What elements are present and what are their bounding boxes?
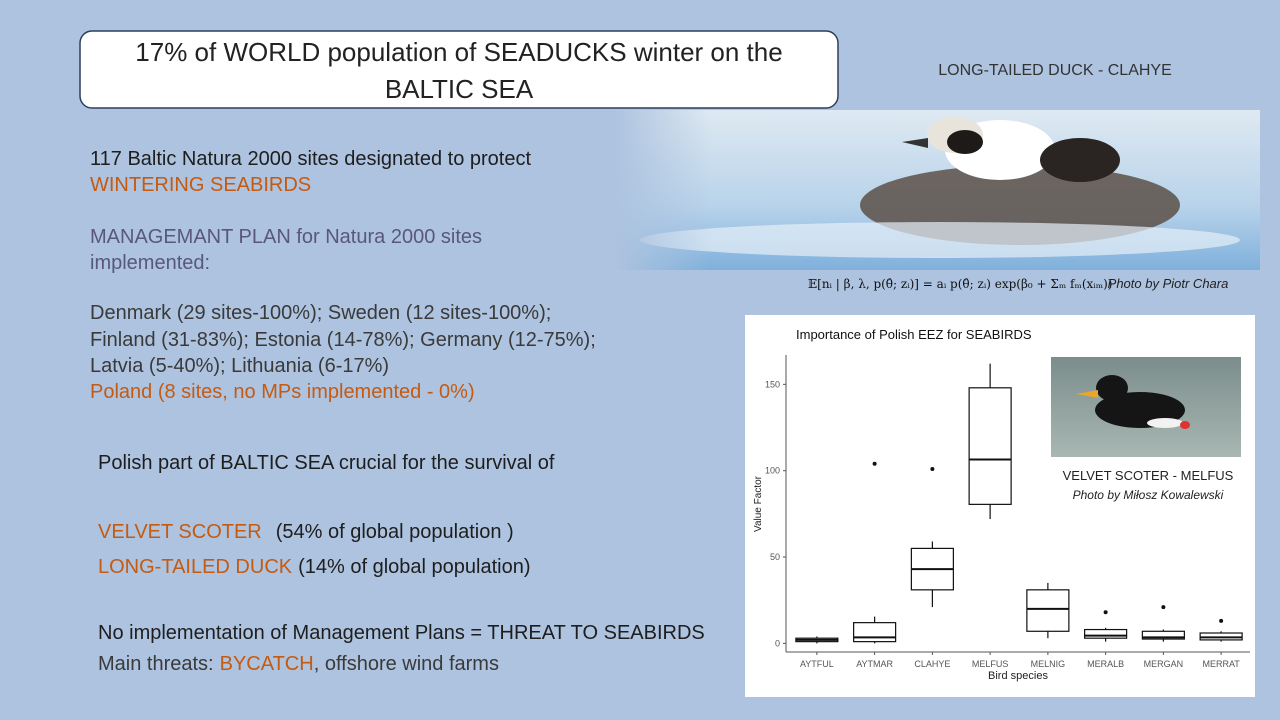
top-photo: [615, 110, 1260, 270]
text-line: Poland (8 sites, no MPs implemented - 0%…: [90, 381, 475, 403]
y-tick-label: 50: [770, 552, 780, 562]
x-tick-label: AYTFUL: [800, 659, 834, 669]
text-line: implemented:: [90, 252, 210, 274]
text-line: Main threats: BYCATCH, offshore wind farm…: [98, 653, 499, 675]
box: [968, 387, 1012, 505]
species-name: VELVET SCOTER: [98, 521, 262, 543]
outlier: [1103, 610, 1108, 615]
x-tick-label: CLAHYE: [914, 659, 950, 669]
y-tick-label: 150: [765, 379, 780, 389]
photo-credit: Photo by Piotr Chara: [1108, 276, 1229, 291]
formula: 𝔼[nᵢ | β, λ, p(θ̂; zᵢ)] = aᵢ p(θ̂; zᵢ) e…: [808, 277, 1112, 291]
y-tick-label: 0: [775, 638, 780, 648]
text-part: , offshore wind farms: [314, 653, 499, 675]
text-line: Polish part of BALTIC SEA crucial for th…: [98, 452, 555, 474]
box: [1141, 630, 1185, 640]
text-line: Denmark (29 sites-100%); Sweden (12 site…: [90, 302, 551, 324]
photo-caption: LONG-TAILED DUCK - CLAHYE: [938, 62, 1172, 79]
text-line: VELVET SCOTER (54% of global population ): [98, 521, 514, 543]
x-tick-label: MELNIG: [1031, 659, 1066, 669]
box: [1026, 589, 1070, 632]
text-line: MANAGEMANT PLAN for Natura 2000 sites: [90, 226, 482, 248]
text-line: Latvia (5-40%); Lithuania (6-17%): [90, 355, 389, 377]
text-part: Main threats:: [98, 653, 214, 675]
outlier: [930, 466, 935, 471]
outlier: [1219, 618, 1224, 623]
y-axis-label: Value Factor: [753, 475, 764, 532]
outlier: [1161, 605, 1166, 610]
species-note: (14% of global population): [298, 556, 530, 578]
y-tick-label: 100: [765, 466, 780, 476]
outlier: [872, 461, 877, 466]
text-line: Finland (31-83%); Estonia (14-78%); Germ…: [90, 329, 596, 351]
title-box: [79, 30, 839, 109]
text-line: 117 Baltic Natura 2000 sites designated …: [90, 148, 531, 170]
box: [1084, 628, 1128, 639]
x-tick-label: MELFUS: [972, 659, 1009, 669]
text-part: BYCATCH: [220, 653, 314, 675]
x-tick-label: MERRAT: [1202, 659, 1240, 669]
text-line: No implementation of Management Plans = …: [98, 622, 705, 644]
inset-photo: [1051, 357, 1241, 457]
species-name: LONG-TAILED DUCK: [98, 556, 293, 578]
x-tick-label: MERGAN: [1144, 659, 1184, 669]
inset-credit: Photo by Miłosz Kowalewski: [1073, 488, 1224, 502]
text-line: WINTERING SEABIRDS: [90, 174, 311, 196]
text-line: LONG-TAILED DUCK (14% of global populatio…: [98, 556, 531, 578]
x-tick-label: AYTMAR: [856, 659, 893, 669]
chart-title: Importance of Polish EEZ for SEABIRDS: [796, 327, 1032, 342]
species-note: (54% of global population ): [276, 521, 514, 543]
inset-caption: VELVET SCOTER - MELFUS: [1063, 468, 1234, 483]
x-tick-label: MERALB: [1087, 659, 1124, 669]
title: 17% of WORLD population of SEADUCKS wint…: [135, 37, 782, 67]
plot: 0 50 100 150 AYTFUL AYTMAR CLAHYE MELFUS MELNIG M…: [765, 363, 1243, 669]
box: [853, 622, 897, 643]
x-axis-label: Bird species: [988, 670, 1048, 682]
title: BALTIC SEA: [385, 74, 534, 104]
